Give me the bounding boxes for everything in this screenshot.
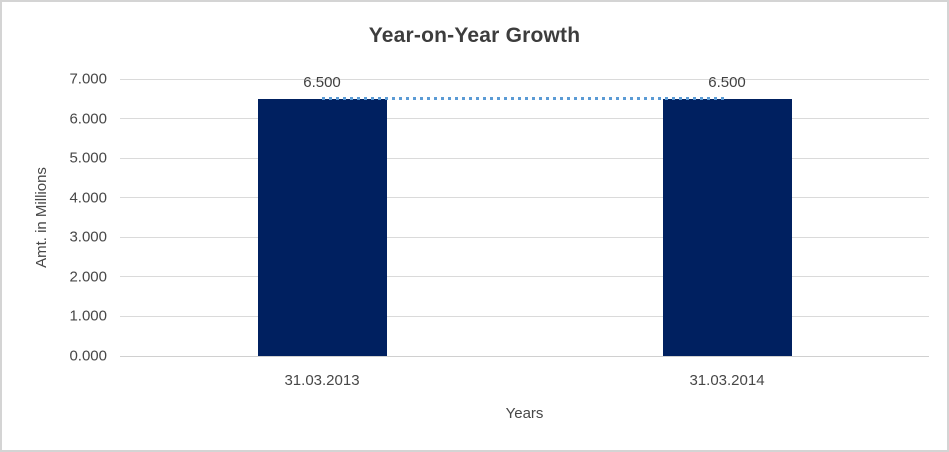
gridline	[120, 276, 929, 278]
gridline	[120, 236, 929, 238]
connector-line	[322, 97, 727, 101]
y-tick-label: 2.000	[69, 268, 107, 286]
bar	[257, 98, 387, 356]
gridline	[120, 118, 929, 120]
gridline	[120, 78, 929, 80]
chart-title: Year-on-Year Growth	[368, 24, 581, 47]
bar-value-label: 6.500	[708, 73, 746, 91]
y-axis-tick-labels: 0.000 1.000 2.000 3.000 4.000 5.000 6.000 7.000	[2, 71, 107, 365]
y-tick-label: 5.000	[69, 149, 107, 167]
plot-area: 6.500 6.500	[120, 74, 929, 357]
gridline	[120, 157, 929, 159]
gridline	[120, 355, 929, 357]
y-tick-label: 6.000	[69, 110, 107, 128]
x-tick-label: 31.03.2014	[689, 372, 765, 389]
y-tick-label: 7.000	[69, 70, 107, 88]
x-axis-tick-labels: 31.03.2013 31.03.2014	[120, 372, 929, 392]
x-tick-label: 31.03.2013	[284, 372, 360, 389]
y-tick-label: 0.000	[69, 347, 107, 365]
bar-value-label: 6.500	[303, 73, 341, 91]
gridline	[120, 197, 929, 199]
y-tick-label: 1.000	[69, 307, 107, 325]
bar	[662, 98, 792, 356]
y-tick-label: 4.000	[69, 189, 107, 207]
y-tick-label: 3.000	[69, 228, 107, 246]
gridline	[120, 315, 929, 317]
x-axis-title: Years	[505, 405, 544, 422]
